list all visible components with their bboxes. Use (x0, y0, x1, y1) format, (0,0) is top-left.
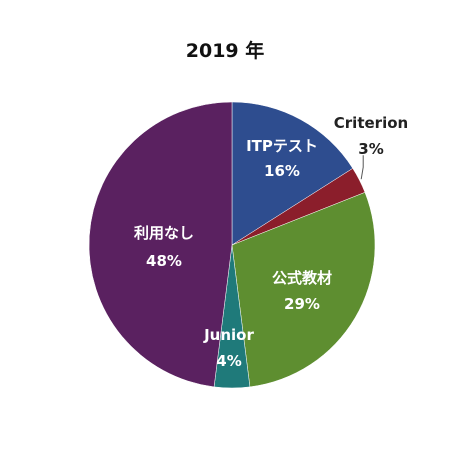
leader-line (360, 155, 364, 180)
chart-title: 2019 年 (185, 40, 265, 62)
slice-value-label: 4% (216, 352, 241, 370)
slice-label: 公式教材 (272, 269, 332, 287)
leader-lines (360, 155, 364, 180)
pie-slices (88, 101, 376, 389)
pie-slice-itpテスト (231, 101, 354, 246)
slice-label: Junior (203, 326, 254, 344)
slice-labels: ITPテスト 16% Criterion 3% 公式教材 29% Junior 4% 利用なし 4… (134, 114, 408, 370)
slice-value-label: 48% (146, 252, 182, 270)
slice-label: ITPテスト (246, 137, 318, 155)
slice-label: 利用なし (134, 224, 194, 242)
pie-slice-利用なし (88, 101, 233, 388)
slice-value-label: 29% (284, 295, 320, 313)
slice-value-label: 3% (358, 140, 383, 158)
slice-label: Criterion (334, 114, 408, 132)
pie-slice-公式教材 (231, 192, 376, 388)
slice-value-label: 16% (264, 162, 300, 180)
